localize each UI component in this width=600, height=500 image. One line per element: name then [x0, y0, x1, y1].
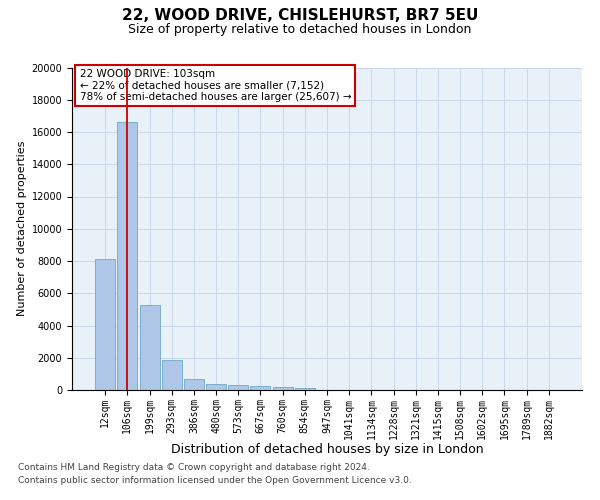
Text: 22, WOOD DRIVE, CHISLEHURST, BR7 5EU: 22, WOOD DRIVE, CHISLEHURST, BR7 5EU — [122, 8, 478, 22]
Text: Contains public sector information licensed under the Open Government Licence v3: Contains public sector information licen… — [18, 476, 412, 485]
Text: Size of property relative to detached houses in London: Size of property relative to detached ho… — [128, 22, 472, 36]
Bar — [206, 384, 226, 390]
Bar — [295, 388, 315, 390]
Bar — [140, 304, 160, 390]
Bar — [272, 387, 293, 390]
X-axis label: Distribution of detached houses by size in London: Distribution of detached houses by size … — [170, 443, 484, 456]
Bar — [184, 378, 204, 390]
Bar — [250, 386, 271, 390]
Bar — [162, 360, 182, 390]
Y-axis label: Number of detached properties: Number of detached properties — [17, 141, 28, 316]
Text: 22 WOOD DRIVE: 103sqm
← 22% of detached houses are smaller (7,152)
78% of semi-d: 22 WOOD DRIVE: 103sqm ← 22% of detached … — [80, 69, 351, 102]
Bar — [118, 122, 137, 390]
Bar — [95, 260, 115, 390]
Bar — [228, 386, 248, 390]
Text: Contains HM Land Registry data © Crown copyright and database right 2024.: Contains HM Land Registry data © Crown c… — [18, 464, 370, 472]
